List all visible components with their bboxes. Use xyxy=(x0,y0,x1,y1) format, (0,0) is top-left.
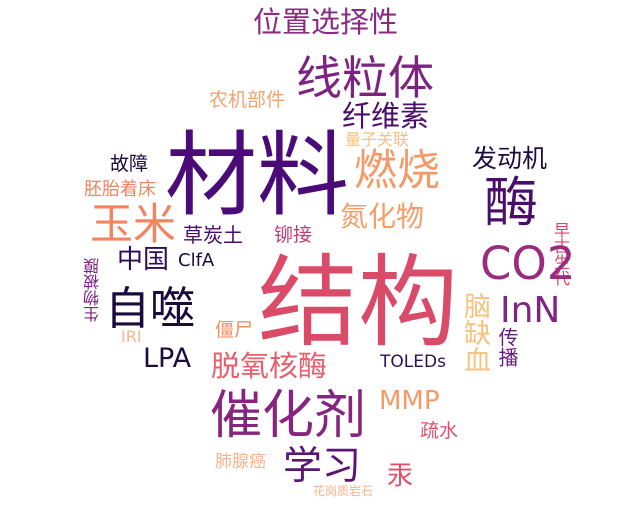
word-huagangzhiyanshi: 花岗质岩石 xyxy=(313,484,374,498)
word-shushui: 疏水 xyxy=(420,420,459,442)
word-tuoyangheimei: 脱氧核酶 xyxy=(211,349,328,383)
word-shengwubeimo: 生物被膜 xyxy=(83,258,102,322)
word-jiangshi: 僵尸 xyxy=(215,319,254,341)
word-cailiao: 材料 xyxy=(165,122,350,229)
word-xianweisu: 纤维素 xyxy=(342,99,430,133)
word-zhongguo: 中国 xyxy=(117,245,170,275)
word-maojie: 铆接 xyxy=(274,224,313,246)
word-guzhang: 故障 xyxy=(110,153,149,175)
word-ranshao: 燃烧 xyxy=(354,146,440,196)
word-iri: IRI xyxy=(121,327,142,346)
word-inn: InN xyxy=(500,290,561,331)
word-jiegou: 结构 xyxy=(258,244,458,361)
word-co2: CO2 xyxy=(480,237,576,290)
word-zaogushengdai: 早古生代 xyxy=(551,222,570,286)
word-feixianai: 肺腺癌 xyxy=(215,452,266,472)
word-lpa: LPA xyxy=(143,343,192,374)
word-cuihuaji: 催化剂 xyxy=(210,386,367,446)
word-fadongji: 发动机 xyxy=(472,144,548,173)
word-toleds: TOLEDs xyxy=(380,352,446,372)
word-yumi: 玉米 xyxy=(90,200,176,250)
word-nongjibujian: 农机部件 xyxy=(209,89,286,111)
word-xuexi: 学习 xyxy=(283,444,362,489)
word-mmp: MMP xyxy=(379,386,440,416)
word-liangziguanlian: 量子关联 xyxy=(345,130,410,149)
word-danhuawu: 氮化物 xyxy=(340,200,425,233)
word-gong: 汞 xyxy=(387,461,414,491)
word-mei: 酶 xyxy=(484,171,538,234)
word-weizhixuanzexing: 位置选择性 xyxy=(253,5,399,39)
word-chuanbo: 传播 xyxy=(495,327,519,367)
word-peitaizhuochuang: 胚胎着床 xyxy=(84,179,156,200)
word-xianliti: 线粒体 xyxy=(296,51,434,105)
word-clfa: ClfA xyxy=(178,250,215,271)
word-caotantu: 草炭土 xyxy=(183,223,243,247)
word-naoquexue: 脑缺血 xyxy=(459,292,490,373)
word-zishi: 自噬 xyxy=(105,282,196,335)
